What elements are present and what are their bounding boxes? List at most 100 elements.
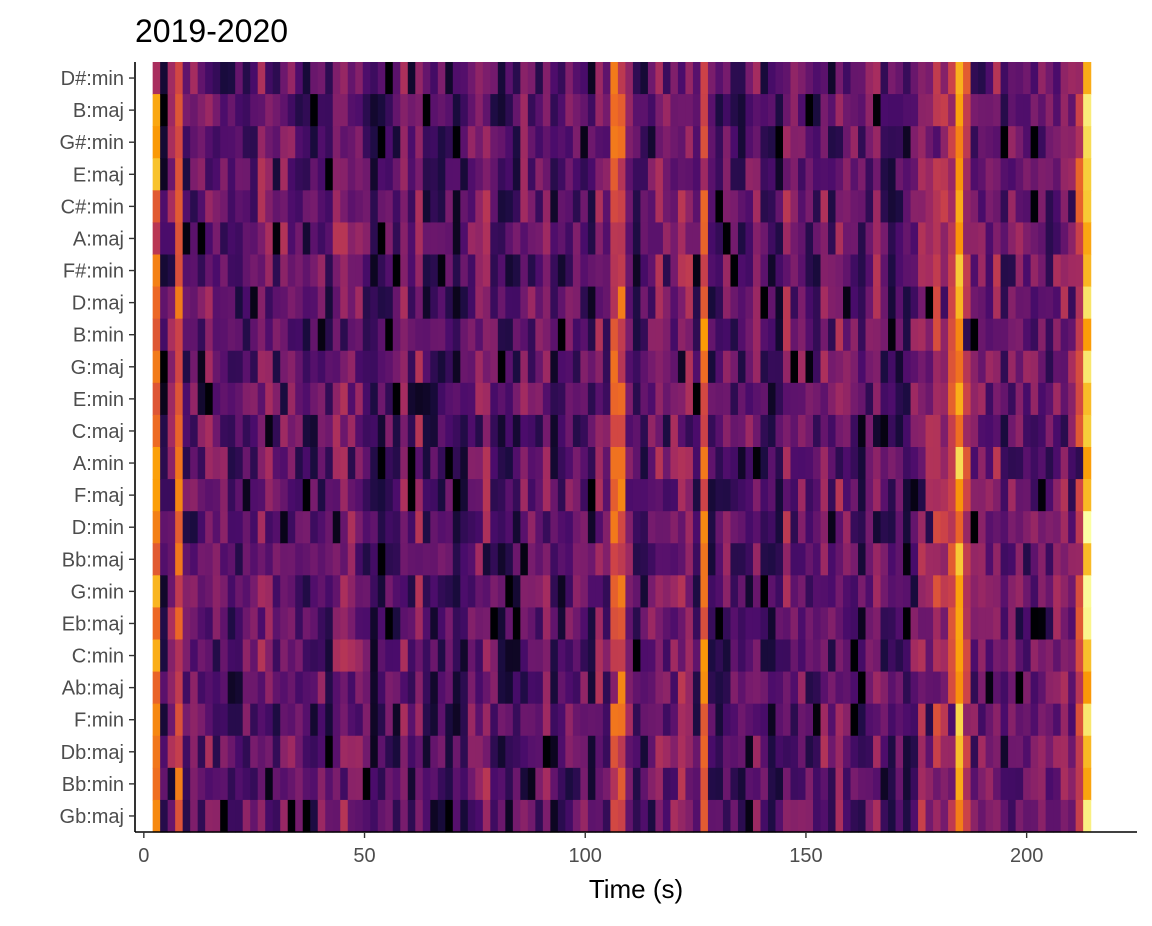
heatmap-cell [212, 767, 221, 801]
heatmap-cell [152, 575, 161, 609]
heatmap-cell [580, 350, 589, 384]
heatmap-cell [970, 350, 979, 384]
heatmap-cell [400, 703, 409, 737]
heatmap-cell [520, 414, 529, 448]
heatmap-cell [520, 671, 529, 705]
heatmap-cell [767, 190, 777, 224]
heatmap-cell [918, 414, 927, 448]
heatmap-cell [843, 286, 852, 320]
heatmap-cell [843, 222, 852, 256]
heatmap-cell [767, 126, 777, 159]
heatmap-cell [910, 318, 919, 352]
heatmap-cell [182, 286, 191, 320]
heatmap-cell [602, 318, 611, 352]
heatmap-cell [828, 703, 837, 737]
heatmap-cell [865, 222, 874, 256]
heatmap-cell [715, 703, 724, 737]
heatmap-cell [295, 607, 304, 641]
heatmap-cell [340, 607, 349, 641]
heatmap-cell [377, 158, 386, 191]
heatmap-cell [737, 511, 747, 544]
heatmap-cell [948, 318, 957, 352]
heatmap-cell [467, 286, 476, 320]
heatmap-cell [1000, 158, 1009, 191]
heatmap-cell [235, 94, 244, 127]
heatmap-cell [640, 286, 649, 320]
heatmap-cell [625, 382, 634, 416]
heatmap-cell [437, 671, 446, 705]
heatmap-cell [295, 286, 304, 320]
heatmap-cell [895, 575, 904, 609]
heatmap-cell [955, 575, 964, 609]
heatmap-cell [625, 799, 634, 833]
heatmap-cell [160, 62, 169, 95]
heatmap-cell [512, 799, 521, 833]
heatmap-cell [1053, 639, 1062, 673]
heatmap-cell [377, 190, 386, 224]
heatmap-cell [858, 639, 867, 673]
heatmap-cell [512, 94, 521, 127]
heatmap-cell [685, 703, 694, 737]
y-tick-label: C#:min [61, 196, 124, 218]
heatmap-cell [505, 767, 514, 801]
heatmap-cell [370, 543, 379, 576]
heatmap-cell [1045, 639, 1054, 673]
heatmap-cell [475, 286, 484, 320]
heatmap-cell [1000, 703, 1009, 737]
heatmap-cell [940, 62, 949, 95]
heatmap-cell [835, 607, 844, 641]
heatmap-cell [497, 286, 506, 320]
heatmap-cell [385, 799, 394, 833]
heatmap-cell [347, 607, 356, 641]
heatmap-cell [745, 62, 754, 95]
heatmap-cell [362, 94, 371, 127]
heatmap-cell [242, 126, 251, 159]
heatmap-cell [512, 254, 521, 288]
heatmap-cell [632, 414, 642, 448]
heatmap-cell [467, 190, 476, 224]
heatmap-cell [475, 126, 484, 159]
heatmap-cell [220, 382, 229, 416]
heatmap-cell [925, 414, 934, 448]
heatmap-cell [580, 607, 589, 641]
heatmap-cell [362, 350, 371, 384]
heatmap-cell [565, 735, 574, 769]
heatmap-cell [175, 607, 184, 641]
heatmap-cell [617, 350, 626, 384]
heatmap-cell [527, 703, 536, 737]
heatmap-cell [940, 479, 949, 512]
heatmap-cell [197, 94, 206, 127]
heatmap-cell [1068, 190, 1077, 224]
heatmap-cell [190, 190, 199, 224]
heatmap-cell [475, 158, 484, 191]
heatmap-cell [722, 767, 732, 801]
heatmap-cell [475, 767, 484, 801]
heatmap-cell [805, 318, 814, 352]
heatmap-cell [782, 447, 792, 480]
heatmap-cell [287, 671, 296, 705]
heatmap-cell [903, 318, 912, 352]
heatmap-cell [242, 94, 251, 127]
heatmap-cell [820, 671, 829, 705]
heatmap-cell [632, 799, 642, 833]
heatmap-cell [640, 158, 649, 191]
heatmap-cell [730, 447, 739, 480]
heatmap-cell [212, 286, 221, 320]
heatmap-cell [625, 607, 634, 641]
heatmap-cell [1060, 382, 1069, 416]
heatmap-cell [505, 126, 514, 159]
heatmap-cell [632, 254, 642, 288]
heatmap-cell [242, 511, 251, 544]
heatmap-cell [715, 511, 724, 544]
heatmap-cell [595, 543, 604, 576]
heatmap-cell [595, 222, 604, 256]
heatmap-cell [302, 126, 311, 159]
heatmap-cell [873, 511, 882, 544]
heatmap-cell [250, 254, 259, 288]
heatmap-cell [955, 126, 964, 159]
heatmap-cell [422, 382, 431, 416]
heatmap-cell [655, 286, 664, 320]
heatmap-cell [715, 671, 724, 705]
heatmap-cell [685, 190, 694, 224]
heatmap-cell [325, 735, 334, 769]
